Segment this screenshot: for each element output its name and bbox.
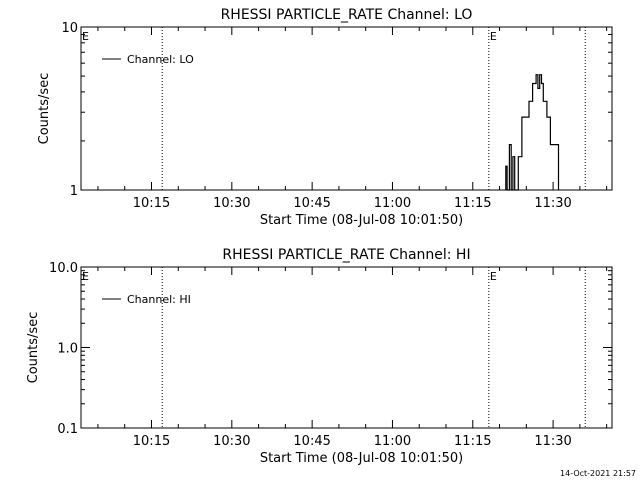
plot-frame bbox=[80, 266, 613, 429]
x-axis-label: Start Time (08-Jul-08 10:01:50) bbox=[260, 451, 463, 466]
x-tick-label: 10:15 bbox=[133, 434, 170, 449]
y-tick-label: 10.0 bbox=[49, 261, 78, 276]
generation-timestamp: 14-Oct-2021 21:57 bbox=[560, 469, 636, 478]
legend-label: Channel: LO bbox=[127, 53, 194, 66]
y-tick-label: 10 bbox=[61, 21, 78, 36]
series-line bbox=[505, 74, 560, 191]
x-tick-label: 11:00 bbox=[374, 434, 411, 449]
x-tick-label: 11:30 bbox=[534, 434, 571, 449]
legend-label: Channel: HI bbox=[127, 293, 191, 306]
y-tick-label: 1 bbox=[70, 184, 78, 199]
hi-channel-panel: RHESSI PARTICLE_RATE Channel: HI 10:15 10:… bbox=[26, 247, 613, 466]
x-tick-label: 10:30 bbox=[213, 434, 250, 449]
y-axis-label: Counts/sec bbox=[37, 73, 52, 145]
chart-title: RHESSI PARTICLE_RATE Channel: HI bbox=[222, 247, 470, 263]
chart-title: RHESSI PARTICLE_RATE Channel: LO bbox=[221, 7, 473, 23]
x-tick-label: 10:15 bbox=[133, 196, 170, 211]
x-tick-label: 10:45 bbox=[293, 434, 330, 449]
lo-channel-panel: RHESSI PARTICLE_RATE Channel: LO 10:15 10:… bbox=[37, 7, 613, 228]
x-tick-label: 10:45 bbox=[293, 196, 330, 211]
x-tick-label: 10:30 bbox=[213, 196, 250, 211]
event-marker-label: E bbox=[82, 30, 89, 43]
plot-frame bbox=[80, 26, 613, 191]
x-tick-label: 11:00 bbox=[374, 196, 411, 211]
y-axis-label: Counts/sec bbox=[26, 312, 41, 384]
event-marker-label: E bbox=[82, 270, 89, 283]
y-tick-label: 1.0 bbox=[57, 342, 78, 357]
event-marker-label: E bbox=[490, 270, 497, 283]
event-marker-label: E bbox=[490, 30, 497, 43]
x-tick-label: 11:30 bbox=[534, 196, 571, 211]
x-tick-label: 11:15 bbox=[454, 434, 491, 449]
x-axis-label: Start Time (08-Jul-08 10:01:50) bbox=[260, 213, 463, 228]
x-tick-label: 11:15 bbox=[454, 196, 491, 211]
y-tick-label: 0.1 bbox=[57, 422, 78, 437]
